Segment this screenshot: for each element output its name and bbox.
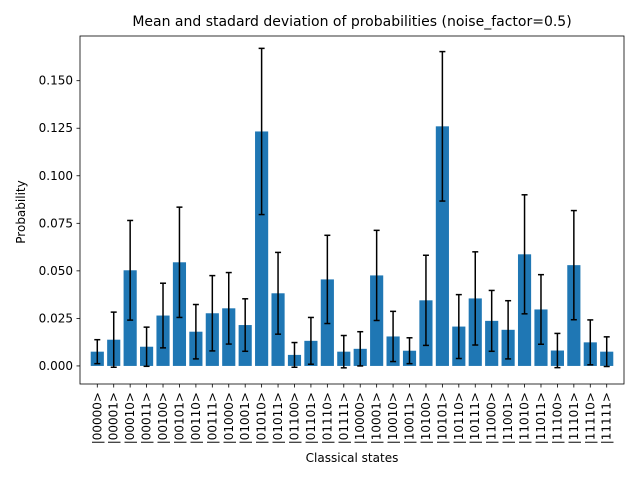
plot-area: 0.000 0.025 0.050 0.075 0.100 0.125 0.150 |0000… — [39, 35, 625, 444]
x-tick-label-23: |10111> — [468, 392, 482, 444]
x-tick-label-30: |11110> — [583, 392, 597, 444]
x-tick-label-8: |01000> — [222, 392, 236, 444]
y-tick-label-3: 0.075 — [39, 216, 73, 230]
x-axis-label: Classical states — [306, 451, 399, 465]
x-tick-label-24: |11000> — [485, 392, 499, 444]
x-tick-label-1: |00001> — [107, 392, 121, 444]
y-tick-label-1: 0.025 — [39, 311, 73, 325]
x-tick-label-13: |01101> — [304, 392, 318, 444]
y-tick-label-6: 0.150 — [39, 74, 73, 88]
x-tick-label-3: |00011> — [140, 392, 154, 444]
x-tick-label-4: |00100> — [156, 392, 170, 444]
x-tick-label-26: |11010> — [518, 392, 532, 444]
x-tick-label-9: |01001> — [238, 392, 252, 444]
x-tick-label-0: |00000> — [90, 392, 104, 444]
x-tick-label-28: |11100> — [550, 392, 564, 444]
x-tick-label-20: |10100> — [419, 392, 433, 444]
x-tick-label-17: |10001> — [370, 392, 384, 444]
x-tick-label-11: |01011> — [271, 392, 285, 444]
x-tick-label-14: |01110> — [320, 392, 334, 444]
x-tick-label-18: |10010> — [386, 392, 400, 444]
x-tick-label-15: |01111> — [337, 392, 351, 444]
x-tick-label-12: |01100> — [287, 392, 301, 444]
x-tick-label-5: |00101> — [172, 392, 186, 444]
x-tick-label-6: |00110> — [189, 392, 203, 444]
y-tick-label-4: 0.100 — [39, 169, 73, 183]
y-tick-label-2: 0.050 — [39, 264, 73, 278]
x-tick-label-7: |00111> — [205, 392, 219, 444]
x-tick-label-22: |10110> — [452, 392, 466, 444]
x-tick-label-25: |11001> — [501, 392, 515, 444]
x-tick-label-19: |10011> — [403, 392, 417, 444]
x-tick-label-10: |01010> — [255, 392, 269, 444]
x-tick-label-31: |11111> — [600, 392, 614, 444]
bar-21 — [435, 126, 449, 366]
chart-title: Mean and stadard deviation of probabilit… — [132, 14, 571, 30]
x-tick-label-2: |00010> — [123, 392, 137, 444]
x-tick-label-29: |11101> — [567, 392, 581, 444]
x-tick-label-16: |10000> — [353, 392, 367, 444]
y-axis-label: Probability — [14, 180, 28, 243]
y-tick-label-5: 0.125 — [39, 121, 73, 135]
y-tick-label-0: 0.000 — [39, 359, 73, 373]
bar-10 — [255, 131, 269, 366]
x-tick-label-27: |11011> — [534, 392, 548, 444]
x-tick-label-21: |10101> — [435, 392, 449, 444]
plot-frame — [79, 35, 625, 385]
